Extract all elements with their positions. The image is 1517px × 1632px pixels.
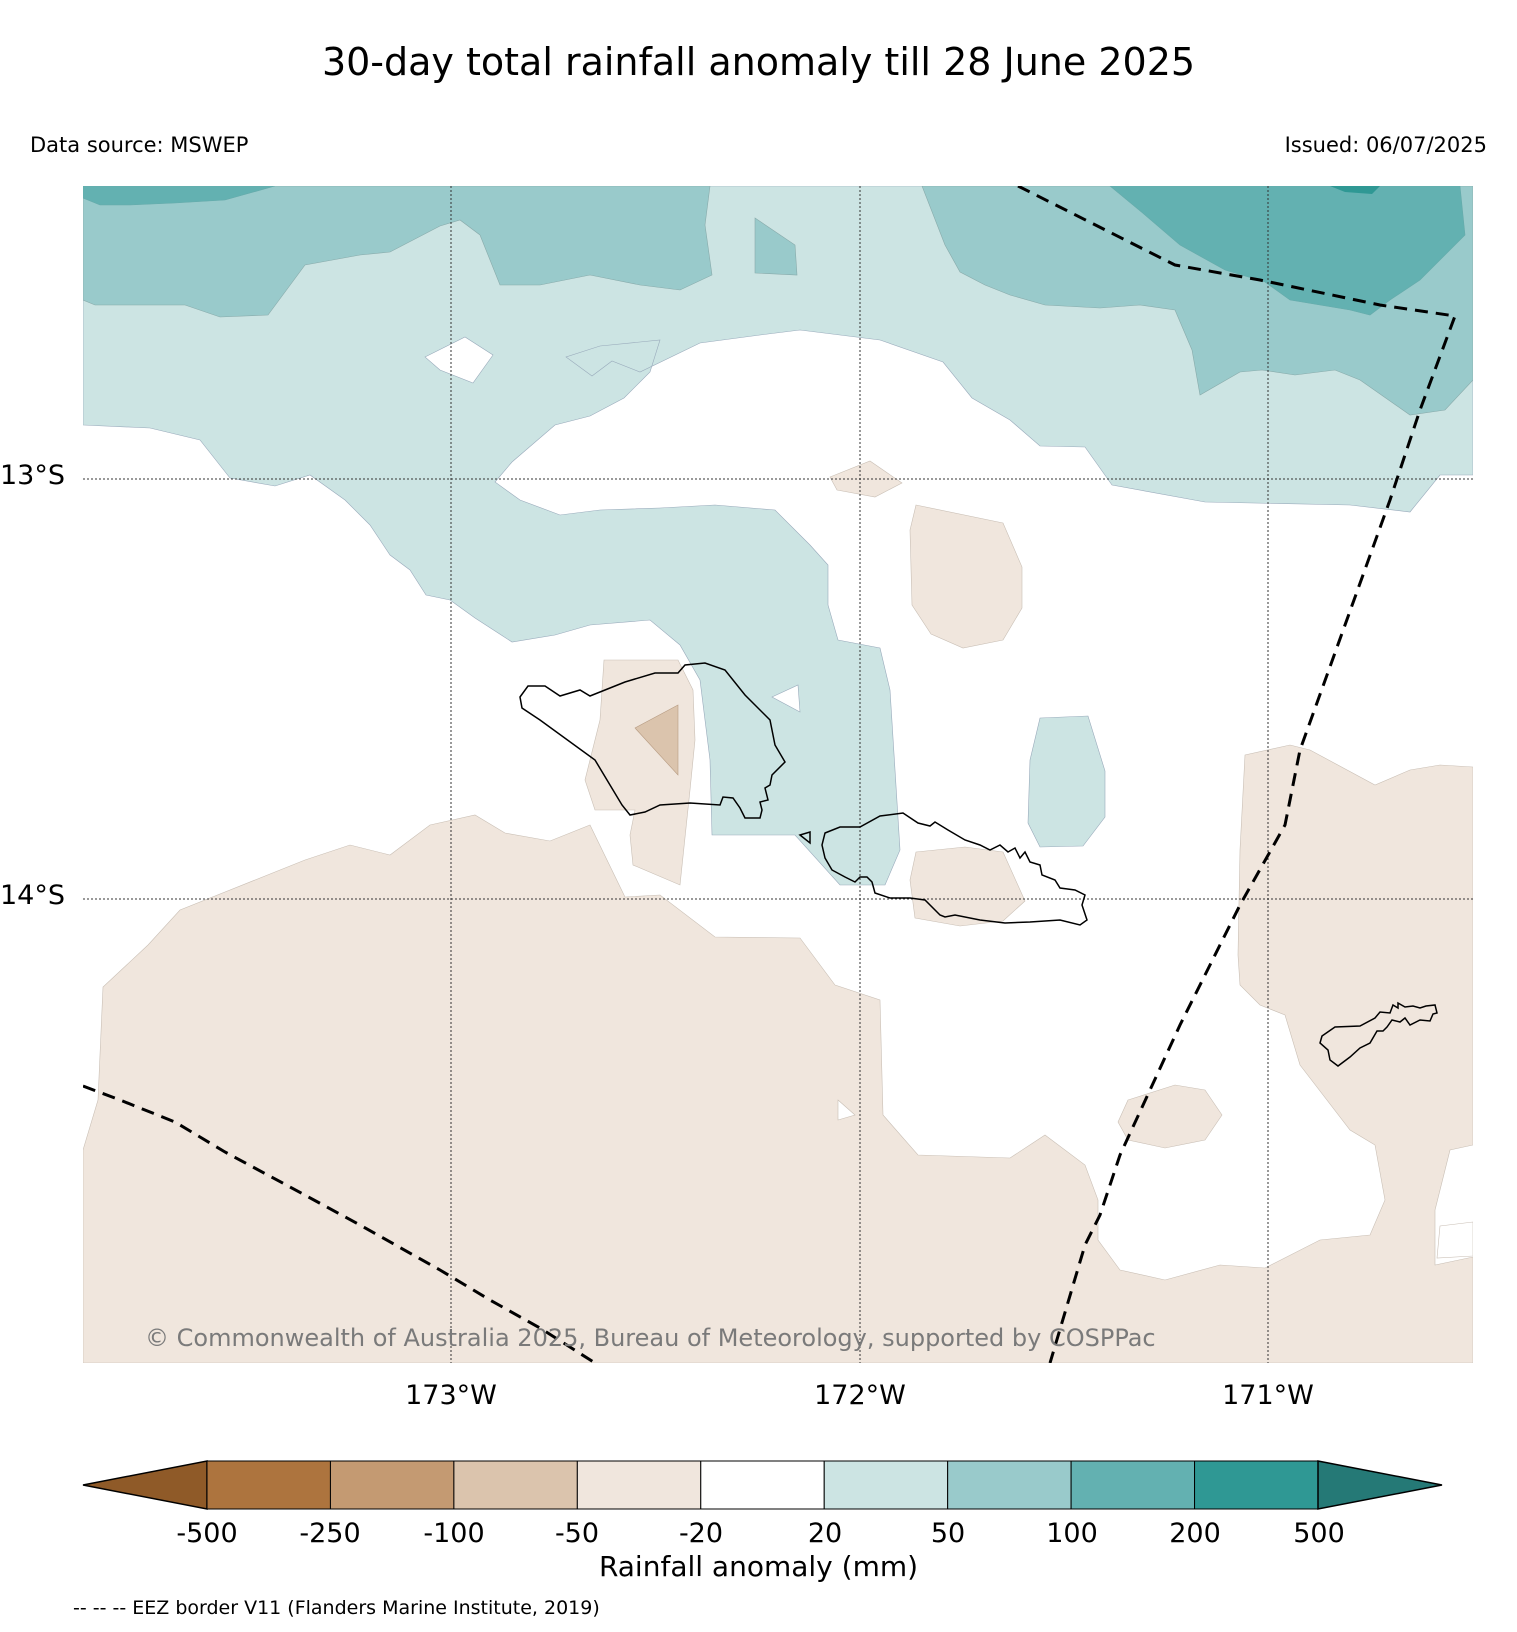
- colorbar-segment: [823, 1460, 949, 1510]
- contour-gap-south: [837, 1099, 856, 1121]
- lon-label-171w: 171°W: [1222, 1380, 1314, 1411]
- issued-date-label: Issued: 06/07/2025: [1284, 133, 1487, 157]
- copyright-notice: © Commonwealth of Australia 2025, Bureau…: [145, 1324, 1156, 1352]
- contour-20-50-patch: [1027, 715, 1106, 848]
- eez-legend-note: -- -- -- EEZ border V11 (Flanders Marine…: [73, 1597, 600, 1619]
- colorbar-tick: 100: [1046, 1518, 1098, 1549]
- colorbar-segment: [1194, 1460, 1319, 1510]
- contour-minus20-patch-b: [909, 504, 1023, 649]
- lat-label-13s: 13°S: [0, 460, 65, 491]
- contour-100-200-nw: [83, 186, 276, 206]
- colorbar-segment: [576, 1460, 702, 1510]
- colorbar-segment: [1070, 1460, 1196, 1510]
- contour-gap-2: [771, 684, 801, 713]
- colorbar-segment: [329, 1460, 455, 1510]
- eez-border-southwest: [83, 1084, 596, 1363]
- colorbar-tick: -500: [176, 1518, 238, 1549]
- colorbar-tick: 200: [1169, 1518, 1221, 1549]
- contour-minus20-patch-c: [909, 846, 1026, 927]
- contour-gap-1: [424, 336, 494, 384]
- contour-gap-east: [1436, 1221, 1473, 1259]
- eez-border-north: [1017, 186, 1458, 1363]
- colorbar-segment: [700, 1460, 825, 1510]
- colorbar-tick: -50: [554, 1518, 600, 1549]
- map-title: 30-day total rainfall anomaly till 28 Ju…: [321, 40, 1196, 84]
- contour-50-100-patch: [754, 217, 798, 276]
- contour-minus50-patch: [634, 704, 679, 776]
- small-islet: [798, 830, 811, 845]
- savaii-island-outline: [519, 662, 786, 819]
- colorbar-tick: 20: [807, 1518, 843, 1549]
- contour-50-100-nw: [83, 186, 713, 318]
- data-source-label: Data source: MSWEP: [30, 133, 249, 157]
- lat-label-14s: 14°S: [0, 880, 65, 911]
- colorbar-tick: 500: [1293, 1518, 1345, 1549]
- colorbar-tick: 50: [930, 1518, 966, 1549]
- lon-label-173w: 173°W: [405, 1380, 497, 1411]
- colorbar-tick: -100: [423, 1518, 485, 1549]
- colorbar-segment: [1317, 1460, 1443, 1510]
- colorbar-segment: [82, 1460, 208, 1510]
- colorbar-segment: [453, 1460, 578, 1510]
- tutuila-island-outline: [1319, 1001, 1438, 1067]
- colorbar-tick: -20: [678, 1518, 724, 1549]
- lon-label-172w: 172°W: [814, 1380, 906, 1411]
- contour-minus20-patch-a: [829, 460, 903, 498]
- colorbar-segment: [206, 1460, 331, 1510]
- colorbar-segment: [947, 1460, 1072, 1510]
- contour-minus20-south: [83, 744, 1473, 1363]
- colorbar-label: Rainfall anomaly (mm): [598, 1550, 919, 1583]
- colorbar-tick: -250: [299, 1518, 361, 1549]
- contour-100-200-ne: [1109, 186, 1466, 316]
- contour-200-500-ne: [1330, 186, 1380, 194]
- upolu-island-outline: [821, 812, 1088, 926]
